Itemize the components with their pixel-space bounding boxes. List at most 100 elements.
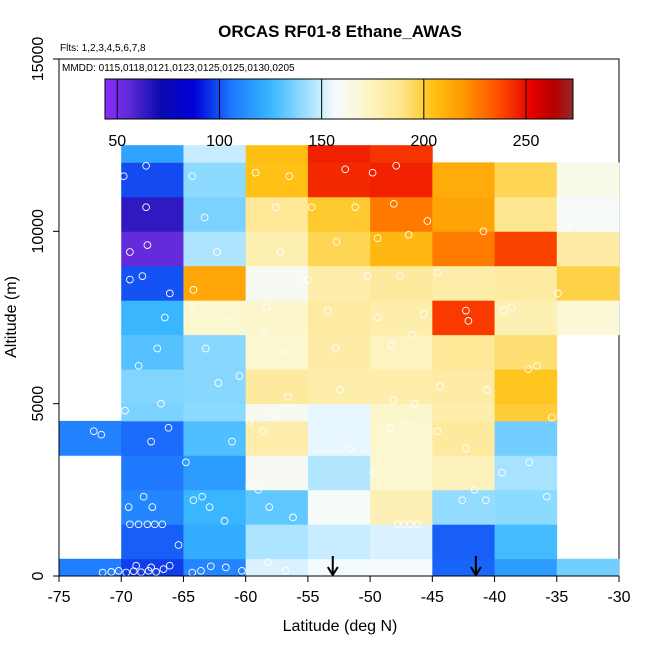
sample-point [225,317,234,325]
sample-point [251,168,260,177]
sample-point [323,306,332,315]
y-axis-label: Altitude (m) [3,276,20,358]
heatmap-cell [370,369,433,405]
sample-point [369,468,378,477]
sample-point [221,563,230,572]
heatmap-cell [494,455,558,491]
sample-point [396,272,404,280]
heatmap-cell [370,420,433,456]
x-axis-label: Latitude (deg N) [283,618,398,635]
sample-point [94,520,103,529]
heatmap-cell [183,524,247,560]
x-tick-label: -50 [359,589,382,606]
sample-point [126,275,134,284]
sample-point [206,562,215,571]
sample-point [238,566,246,575]
sample-point [373,313,382,322]
heatmap-cell [370,489,433,525]
heatmap-cell [183,162,247,198]
heatmap-cell [370,196,433,232]
sample-point [126,520,134,529]
sample-point [157,399,165,408]
heatmap-cell [494,369,558,405]
sample-point [462,306,470,315]
sample-point [164,423,173,432]
sample-point [174,541,183,549]
sample-point [97,430,106,439]
sample-point [479,227,488,236]
sample-point [336,386,345,394]
sample-points [89,161,571,577]
heatmap-cell [307,162,371,198]
heatmap-cell [494,334,558,370]
dates-subtitle: MMDD: 0115,0118,0121,0123,0125,0125,0130… [62,63,295,74]
heatmap-cell [245,455,309,491]
sample-point [458,496,467,505]
heatmap-cell [245,162,309,198]
sample-point [228,437,236,446]
heatmap-cell [245,334,309,370]
sample-point [533,361,541,370]
sample-point [124,503,133,511]
sample-point [153,344,162,353]
heatmap-cell [432,162,495,198]
sample-point [159,565,168,573]
sample-point [435,382,444,391]
sample-point [254,485,262,494]
sample-point [419,310,428,318]
heatmap-cell [183,300,247,336]
heatmap-cell [307,265,371,301]
heatmap-cell [370,162,433,198]
sample-point [270,410,279,418]
sample-point [197,566,205,575]
heatmap-cell [183,489,247,525]
sample-point [411,399,419,408]
sample-point [139,492,148,501]
sample-point [119,172,128,181]
sample-point [142,161,150,170]
heatmap-cell [307,145,371,163]
sample-point [470,485,479,494]
heatmap-cell [370,403,433,422]
heatmap-cell [183,334,247,370]
heatmap-cells [59,145,620,577]
heatmap-cell [245,196,309,232]
y-axis: 0 5000 10000 15000 [30,37,60,580]
heatmap-cell [245,145,309,163]
heatmap-cell [245,420,309,456]
sample-point [331,344,340,353]
sample-point [413,520,422,529]
heatmap-cell [494,300,558,336]
heatmap-cell [121,265,184,301]
heatmap-cell [307,231,371,267]
heatmap-cell [494,231,558,267]
heatmap-cell [432,524,495,560]
sample-point [389,396,398,405]
sample-point [408,330,417,339]
heatmap-cell [307,403,371,422]
colorbar-tick-label: 50 [108,133,126,150]
heatmap-cell [183,265,247,301]
sample-point [351,203,360,212]
y-tick-label: 0 [30,571,47,580]
sample-point [262,303,271,312]
sample-point [152,568,160,576]
heatmap-cell [307,196,371,232]
sample-point [134,520,143,529]
sample-point [508,303,516,312]
sample-point [464,317,473,325]
heatmap-cell [183,403,247,422]
heatmap-cell [183,420,247,456]
heatmap-cell [307,300,371,336]
x-tick-label: -40 [483,589,506,606]
lat-arrow-marker [470,556,482,577]
sample-point [142,203,150,212]
sample-point [182,458,190,467]
sample-point [107,568,116,576]
y-tick-label: 15000 [30,37,47,82]
heatmap-cell [121,196,184,232]
heatmap-cell [307,455,371,491]
sample-point [259,427,267,436]
sample-point [150,520,159,529]
x-axis: -75 -70 -65 -60 -55 -50 -45 -40 -35 -30 [47,575,631,606]
